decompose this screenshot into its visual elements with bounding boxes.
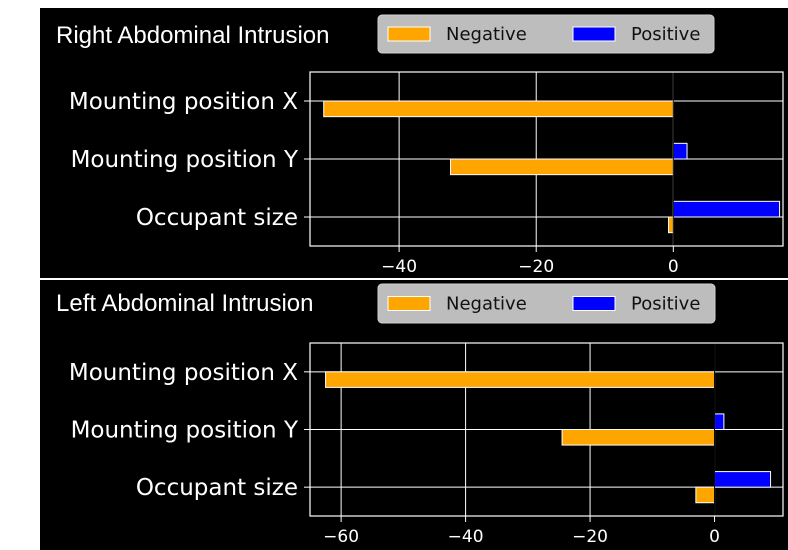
- legend-box: [377, 14, 715, 54]
- category-label: Mounting position Y: [71, 418, 299, 444]
- bar-positive: [672, 200, 781, 218]
- x-tick-label: −20: [572, 527, 608, 547]
- legend-label-negative: Negative: [446, 294, 527, 315]
- legend-label-positive: Positive: [631, 294, 700, 315]
- legend-swatch-positive: [572, 296, 616, 311]
- x-tick-label: −20: [518, 257, 554, 277]
- category-label: Mounting position Y: [71, 147, 299, 173]
- panel-background: [40, 280, 788, 550]
- x-tick-label: 0: [709, 527, 720, 547]
- x-tick-label: 0: [668, 257, 679, 277]
- bar-positive: [714, 413, 725, 430]
- chart-panel-1: −40 −20 0 Mounting position X Mounting posit…: [40, 8, 788, 278]
- legend: Negative Positive: [377, 283, 716, 324]
- bar-negative: [695, 486, 716, 504]
- legend-swatch-negative: [387, 296, 431, 311]
- category-label: Mounting position X: [69, 360, 298, 386]
- x-tick-label: −40: [448, 527, 484, 547]
- plot-frame: [309, 342, 784, 517]
- bar-negative: [668, 216, 674, 234]
- chart-panel-2: −60 −40 −20 0 Mounting position X Mounting po…: [40, 280, 788, 550]
- category-label: Mounting position X: [69, 89, 298, 115]
- legend-box: [377, 283, 716, 324]
- bar-positive: [672, 142, 688, 160]
- bar-negative: [325, 371, 716, 388]
- chart-title: Right Abdominal Intrusion: [56, 22, 330, 49]
- bar-negative: [450, 158, 674, 176]
- x-tick-label: −60: [323, 527, 359, 547]
- plot-frame: [309, 71, 784, 247]
- legend-label-positive: Positive: [631, 24, 700, 45]
- legend-swatch-negative: [387, 26, 431, 42]
- chart-title: Left Abdominal Intrusion: [56, 290, 314, 317]
- legend-label-negative: Negative: [446, 24, 527, 45]
- x-tick-label: −40: [381, 257, 417, 277]
- bar-negative: [323, 100, 674, 118]
- bar-positive: [714, 471, 772, 488]
- legend-swatch-positive: [572, 26, 616, 42]
- category-label: Occupant size: [136, 205, 298, 231]
- bar-negative: [561, 429, 716, 446]
- legend: Negative Positive: [377, 14, 715, 54]
- category-label: Occupant size: [136, 475, 298, 501]
